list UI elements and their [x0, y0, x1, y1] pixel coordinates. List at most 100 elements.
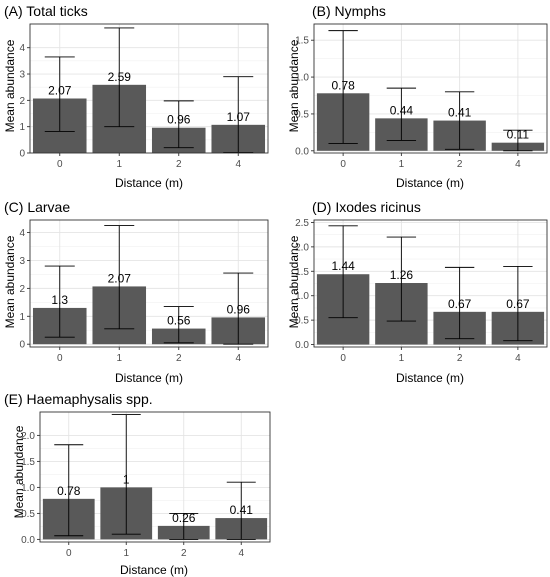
error-bar-1	[386, 236, 417, 322]
data-label-1: 2.59	[108, 70, 132, 84]
y-tick-label: 0.5	[21, 509, 35, 520]
y-tick-label: 0.0	[21, 535, 35, 546]
panel-title: (E) Haemaphysalis spp.	[4, 391, 153, 407]
chart-panel-5: (E) Haemaphysalis spp. 0.78 1 0.26 0.41 0.0 0.…	[4, 391, 271, 577]
data-label-0: 0.78	[57, 484, 81, 498]
error-bar-4	[226, 481, 256, 540]
error-bar-0	[44, 265, 75, 338]
y-tick-label: 2.0	[21, 431, 35, 442]
y-tick-label: 4	[19, 43, 25, 54]
x-axis-label: Distance (m)	[115, 371, 183, 385]
error-bar-1	[104, 225, 135, 330]
x-tick-label: 0	[57, 159, 63, 170]
x-tick-label: 4	[238, 548, 244, 559]
y-tick-label: 0.5	[295, 109, 309, 120]
y-tick-label: 0	[19, 149, 25, 160]
x-tick-label: 1	[399, 159, 405, 170]
data-label-4: 0.67	[506, 297, 530, 311]
chart-panel-3: (C) Larvae 1.3 2.07 0.56 0.96 0 1 2 3 4 0 1 2 4 Distan…	[3, 199, 269, 385]
y-tick-label: 3	[19, 70, 25, 81]
y-tick-label: 3	[19, 256, 25, 267]
x-tick-label: 4	[515, 353, 521, 364]
data-label-4: 0.41	[230, 503, 254, 517]
y-tick-label: 1.5	[21, 457, 35, 468]
y-axis-label: Mean abundance	[3, 39, 17, 132]
plot-border	[29, 23, 269, 154]
error-bar-4	[503, 129, 533, 152]
data-label-1: 0.44	[390, 103, 414, 117]
y-tick-label: 1.0	[295, 73, 309, 84]
chart-panel-2: (B) Nymphs 0.78 0.44 0.41 0.11 0.0 0.5 1.0 1.5 0 1…	[287, 3, 548, 190]
data-label-2: 0.26	[172, 511, 196, 525]
y-tick-label: 1.5	[295, 36, 309, 47]
panel-title: (A) Total ticks	[4, 3, 88, 19]
x-axis-label: Distance (m)	[396, 176, 464, 190]
error-bar-0	[54, 444, 84, 537]
x-tick-label: 2	[176, 159, 182, 170]
data-label-0: 1.44	[331, 259, 355, 273]
plot-border	[29, 219, 269, 348]
data-label-2: 0.67	[448, 297, 472, 311]
error-bar-0	[328, 30, 358, 144]
x-tick-label: 4	[235, 353, 241, 364]
y-tick-label: 0.5	[295, 316, 309, 327]
y-tick-label: 2.0	[295, 242, 309, 253]
data-label-0: 2.07	[48, 84, 72, 98]
error-bar-0	[44, 56, 75, 132]
x-tick-label: 1	[116, 159, 122, 170]
data-label-4: 1.07	[227, 110, 251, 124]
x-tick-label: 1	[399, 353, 405, 364]
x-tick-label: 2	[457, 159, 463, 170]
y-tick-label: 4	[19, 228, 25, 239]
y-tick-label: 0.0	[295, 340, 309, 351]
y-tick-label: 1	[19, 122, 25, 133]
data-label-2: 0.96	[167, 113, 191, 127]
x-tick-label: 0	[66, 548, 72, 559]
data-label-2: 0.41	[448, 106, 472, 120]
error-bar-2	[169, 512, 199, 540]
x-tick-label: 2	[457, 353, 463, 364]
panel-title: (D) Ixodes ricinus	[312, 199, 421, 215]
y-tick-label: 1.5	[295, 267, 309, 278]
data-label-1: 1.26	[390, 268, 414, 282]
data-label-4: 0.11	[507, 128, 530, 142]
error-bar-1	[104, 27, 135, 128]
plot-border	[39, 411, 271, 543]
x-axis-label: Distance (m)	[396, 371, 464, 385]
y-tick-label: 2	[19, 96, 25, 107]
plot-border	[313, 219, 548, 348]
x-tick-label: 4	[515, 159, 521, 170]
error-bar-2	[163, 306, 194, 344]
data-label-1: 2.07	[108, 271, 132, 285]
x-tick-label: 1	[116, 353, 122, 364]
data-label-0: 1.3	[51, 293, 68, 307]
y-axis-label: Mean abundance	[287, 235, 301, 328]
data-label-2: 0.56	[167, 314, 191, 328]
x-tick-label: 1	[123, 548, 129, 559]
y-tick-label: 1.0	[295, 291, 309, 302]
x-tick-label: 0	[57, 353, 63, 364]
data-label-1: 1	[123, 472, 130, 486]
y-tick-label: 0	[19, 340, 25, 351]
error-bar-0	[328, 225, 358, 319]
x-tick-label: 0	[340, 353, 346, 364]
y-tick-label: 1	[19, 312, 25, 323]
y-tick-label: 1.0	[21, 483, 35, 494]
x-tick-label: 2	[176, 353, 182, 364]
x-tick-label: 4	[235, 159, 241, 170]
x-axis-label: Distance (m)	[120, 563, 188, 577]
error-bar-4	[223, 76, 254, 153]
chart-panel-4: (D) Ixodes ricinus 1.44 1.26 0.67 0.67 0.0 0.5…	[287, 199, 548, 385]
error-bar-1	[111, 414, 141, 535]
error-bar-4	[223, 272, 254, 345]
error-bar-2	[444, 91, 475, 150]
data-label-4: 0.96	[227, 302, 251, 316]
y-axis-label: Mean abundance	[12, 425, 26, 518]
error-bar-2	[163, 100, 194, 149]
y-axis-label: Mean abundance	[287, 39, 301, 132]
error-bar-2	[444, 266, 475, 340]
y-tick-label: 0.0	[295, 146, 309, 157]
plot-border	[313, 23, 548, 154]
x-tick-label: 0	[340, 159, 346, 170]
